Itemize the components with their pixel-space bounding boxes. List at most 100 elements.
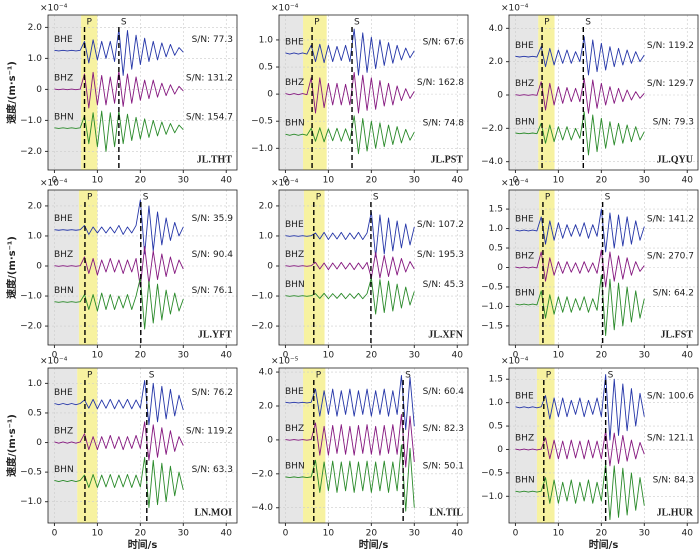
channel-label: BHZ bbox=[54, 250, 73, 260]
s-arrival-label: S bbox=[405, 371, 411, 381]
waveform-trace bbox=[54, 456, 184, 509]
s-arrival-label: S bbox=[605, 193, 611, 203]
channel-label: BHZ bbox=[515, 252, 534, 262]
station-title: JL.PST bbox=[430, 154, 463, 165]
p-window bbox=[303, 15, 327, 170]
y-tick-label: 0.5 bbox=[489, 244, 503, 254]
y-tick-label: 4.0 bbox=[489, 24, 504, 34]
snr-label: S/N: 90.4 bbox=[192, 250, 234, 260]
y-tick-label: 0 bbox=[36, 261, 42, 271]
waveform-trace bbox=[54, 199, 184, 255]
x-axis-label: 时间/s bbox=[589, 538, 619, 549]
snr-label: S/N: 141.2 bbox=[647, 215, 694, 225]
y-tick-label: −2.0 bbox=[251, 469, 273, 479]
y-axis-label: 速度/(m·s⁻¹) bbox=[5, 61, 18, 124]
s-arrival-label: S bbox=[608, 371, 614, 381]
plot-frame bbox=[508, 189, 699, 346]
s-arrival-label: S bbox=[354, 18, 360, 28]
channel-label: BHE bbox=[515, 41, 534, 51]
scale-label: ×10⁻⁵ bbox=[271, 357, 299, 367]
s-arrival-label: S bbox=[373, 193, 379, 203]
y-tick-label: −4.0 bbox=[481, 157, 503, 167]
x-tick-label: 30 bbox=[639, 176, 651, 186]
snr-label: S/N: 77.3 bbox=[192, 35, 233, 45]
snr-label: S/N: 79.3 bbox=[653, 118, 694, 128]
channel-label: BHE bbox=[515, 391, 534, 401]
y-tick-label: −1.5 bbox=[481, 321, 503, 331]
plot-frame bbox=[508, 367, 699, 524]
waveform-trace bbox=[285, 72, 415, 114]
panel: 0 10 20 30 40 −2.0 −1.0 0 1.0 2.0 BHE S/N: 77.3 BHZ S… bbox=[5, 4, 238, 186]
waveform-trace bbox=[515, 36, 645, 76]
x-tick-label: 40 bbox=[221, 529, 233, 539]
p-arrival-label: P bbox=[314, 18, 320, 28]
station-title: JL.QYU bbox=[657, 154, 693, 165]
scale-label: ×10⁻⁴ bbox=[40, 4, 68, 14]
s-arrival-label: S bbox=[143, 193, 149, 203]
station-title: JL.HUR bbox=[657, 507, 694, 518]
y-tick-label: −0.5 bbox=[20, 468, 42, 478]
y-tick-label: 0 bbox=[497, 263, 503, 273]
y-tick-label: 0.5 bbox=[489, 422, 503, 432]
x-tick-label: 30 bbox=[639, 529, 651, 539]
channel-label: BHZ bbox=[515, 79, 534, 89]
s-arrival-label: S bbox=[121, 18, 127, 28]
x-tick-label: 10 bbox=[553, 529, 565, 539]
x-tick-label: 20 bbox=[135, 529, 147, 539]
x-tick-label: 10 bbox=[323, 351, 335, 361]
snr-label: S/N: 76.2 bbox=[192, 388, 233, 398]
p-arrival-label: P bbox=[87, 371, 93, 381]
y-tick-label: 0.5 bbox=[28, 408, 42, 418]
y-tick-label: −0.5 bbox=[481, 282, 503, 292]
channel-label: BHE bbox=[285, 387, 304, 397]
channel-label: BHZ bbox=[54, 426, 73, 436]
waveform-trace bbox=[54, 277, 184, 330]
station-title: JL.FST bbox=[660, 329, 693, 340]
scale-label: ×10⁻⁴ bbox=[271, 179, 299, 189]
plot-frame bbox=[278, 14, 469, 171]
x-tick-label: 30 bbox=[178, 176, 190, 186]
x-tick-label: 10 bbox=[323, 529, 335, 539]
plot-frame bbox=[278, 367, 469, 524]
waveform-trace bbox=[285, 28, 415, 76]
x-tick-label: 0 bbox=[513, 176, 519, 186]
x-tick-label: 40 bbox=[452, 351, 464, 361]
x-tick-label: 40 bbox=[682, 176, 694, 186]
x-tick-label: 20 bbox=[366, 529, 378, 539]
snr-label: S/N: 45.3 bbox=[423, 280, 464, 290]
channel-label: BHZ bbox=[515, 434, 534, 444]
y-tick-label: 1.0 bbox=[259, 35, 274, 45]
y-tick-label: 1.0 bbox=[489, 398, 504, 408]
x-tick-label: 40 bbox=[221, 351, 233, 361]
station-title: JL.THT bbox=[197, 154, 233, 165]
y-tick-label: 1.0 bbox=[489, 224, 504, 234]
y-tick-label: 0 bbox=[267, 90, 273, 100]
y-tick-label: 1.5 bbox=[489, 375, 503, 385]
waveform-trace bbox=[285, 211, 415, 258]
x-tick-label: 40 bbox=[452, 529, 464, 539]
p-arrival-label: P bbox=[87, 18, 93, 28]
plot-frame bbox=[47, 367, 238, 524]
scale-label: ×10⁻⁴ bbox=[501, 4, 529, 14]
plot-frame bbox=[47, 189, 238, 346]
scale-label: ×10⁻⁴ bbox=[40, 179, 68, 189]
y-tick-label: 0 bbox=[497, 91, 503, 101]
snr-label: S/N: 100.6 bbox=[647, 391, 694, 401]
waveform-trace bbox=[515, 274, 645, 337]
y-tick-label: −2.0 bbox=[20, 322, 42, 332]
y-tick-label: −1.0 bbox=[251, 292, 273, 302]
x-tick-label: 30 bbox=[409, 529, 421, 539]
channel-label: BHE bbox=[54, 388, 73, 398]
x-tick-label: 0 bbox=[283, 176, 289, 186]
station-title: LN.TIL bbox=[429, 507, 463, 518]
y-axis-label: 速度/(m·s⁻¹) bbox=[5, 236, 18, 299]
x-tick-label: 0 bbox=[513, 351, 519, 361]
y-tick-label: 2.0 bbox=[259, 201, 274, 211]
channel-label: BHZ bbox=[54, 74, 73, 84]
channel-label: BHN bbox=[285, 119, 305, 129]
plot-frame bbox=[47, 14, 238, 171]
y-tick-label: −2.0 bbox=[20, 147, 42, 157]
waveform-trace bbox=[285, 277, 415, 315]
snr-label: S/N: 50.1 bbox=[423, 461, 464, 471]
y-tick-label: −1.0 bbox=[20, 292, 42, 302]
